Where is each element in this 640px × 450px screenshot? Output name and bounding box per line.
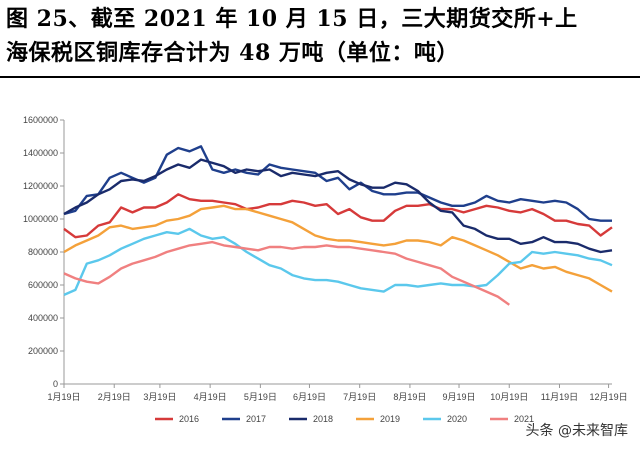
x-tick-label: 5月19日 — [244, 392, 277, 402]
y-tick-label: 800000 — [28, 247, 58, 257]
chart-frame: 0 200000 400000 600000 800000 1000000 1200000 1… — [0, 80, 640, 446]
series-line-2021 — [63, 240, 510, 306]
x-tick-label: 8月19日 — [393, 392, 426, 402]
legend-label-2021: 2021 — [514, 414, 534, 424]
figure-title-line-2: 海保税区铜库存合计为 48 万吨（单位：吨） — [6, 40, 459, 66]
legend-label-2018: 2018 — [313, 414, 333, 424]
title-rule — [0, 76, 640, 78]
x-tick-label: 10月19日 — [490, 392, 528, 402]
y-tick-label: 200000 — [28, 346, 58, 356]
x-tick-label: 9月19日 — [443, 392, 476, 402]
x-tick-label: 2月19日 — [98, 392, 131, 402]
y-tick-label: 0 — [53, 379, 58, 389]
legend-label-2017: 2017 — [246, 414, 266, 424]
x-tick-label: 7月19日 — [343, 392, 376, 402]
watermark: 头条 @未来智库 — [525, 423, 628, 439]
series-line-2017 — [63, 145, 612, 222]
x-tick-label: 6月19日 — [293, 392, 326, 402]
series-line-2018 — [63, 158, 613, 254]
legend-label-2016: 2016 — [179, 414, 199, 424]
x-tick-label: 4月19日 — [194, 392, 227, 402]
y-tick-label: 400000 — [28, 313, 58, 323]
series-line-2016 — [63, 193, 613, 239]
series-line-2019 — [63, 204, 613, 293]
x-tick-label: 1月19日 — [47, 392, 80, 402]
y-tick-label: 600000 — [28, 280, 58, 290]
x-tick-label: 11月19日 — [541, 392, 578, 402]
y-tick-label: 1600000 — [23, 115, 58, 125]
title-block: 图 25、截至 2021 年 10 月 15 日，三大期货交所+上 海保税区铜库… — [6, 2, 634, 70]
y-tick-label: 1200000 — [23, 181, 58, 191]
x-tick-label: 12月19日 — [590, 392, 628, 402]
line-chart: 0 200000 400000 600000 800000 1000000 1200000 1… — [23, 115, 628, 424]
y-tick-label: 1000000 — [23, 214, 58, 224]
figure-title-line-1: 图 25、截至 2021 年 10 月 15 日，三大期货交所+上 — [6, 6, 578, 32]
legend-label-2019: 2019 — [380, 414, 400, 424]
y-tick-label: 1400000 — [23, 148, 58, 158]
series-line-2020 — [63, 227, 613, 296]
x-tick-label: 3月19日 — [143, 392, 176, 402]
legend-label-2020: 2020 — [447, 414, 467, 424]
